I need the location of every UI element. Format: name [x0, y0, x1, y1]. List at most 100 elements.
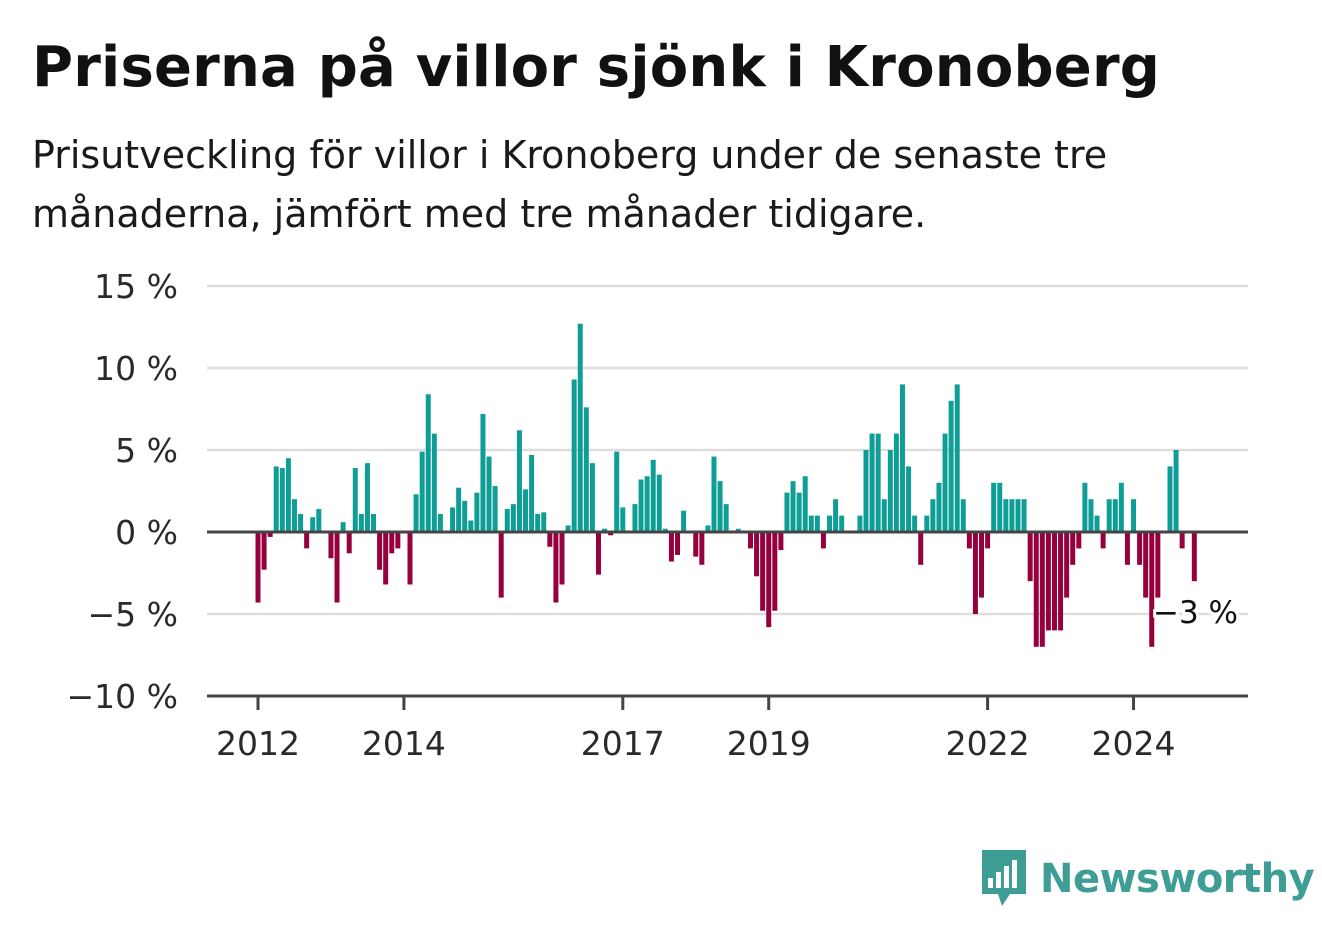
bar [1021, 499, 1027, 532]
bar [383, 532, 389, 585]
bar [1106, 499, 1112, 532]
bar [662, 528, 668, 532]
bar [1173, 450, 1179, 532]
bar [899, 384, 905, 532]
bar [1124, 532, 1130, 565]
bar [395, 532, 401, 549]
bar [364, 463, 370, 532]
bar [310, 517, 316, 532]
bar [656, 474, 662, 532]
bar [1112, 499, 1118, 532]
bar [1082, 482, 1088, 532]
brand-name: Newsworthy [1040, 856, 1315, 902]
bar [772, 532, 778, 611]
bar [535, 513, 541, 532]
bar [389, 532, 395, 554]
y-axis-tick-labels: −10 % −5 % 0 % 5 % 10 % 15 % [67, 267, 179, 716]
bars [255, 323, 1197, 647]
bar [316, 509, 322, 532]
bar [1100, 532, 1106, 549]
bar [1009, 499, 1015, 532]
bar [425, 394, 431, 532]
y-tick-label: 0 % [115, 513, 178, 552]
bar [924, 515, 930, 532]
bar [614, 451, 620, 532]
bar [997, 482, 1003, 532]
bar [1155, 532, 1161, 598]
bar [450, 507, 456, 532]
bar [571, 379, 577, 532]
bar [1149, 532, 1155, 647]
bar [717, 481, 723, 532]
bar [699, 532, 705, 565]
latest-value-label: −3 % [1153, 595, 1238, 631]
bar [705, 525, 711, 532]
bar [510, 504, 516, 532]
bar [668, 532, 674, 562]
grid-lines [207, 284, 1248, 616]
bar [979, 532, 985, 598]
bar [371, 513, 377, 532]
bar [595, 532, 601, 575]
annotations: −3 % [1150, 592, 1241, 634]
bar [547, 532, 553, 547]
x-tick-label: 2024 [1092, 724, 1176, 763]
bar [681, 510, 687, 532]
bar [456, 487, 462, 532]
bar [267, 532, 273, 537]
bar [881, 499, 887, 532]
bar [638, 479, 644, 532]
bar [1137, 532, 1143, 565]
bar [1143, 532, 1149, 598]
bar [820, 532, 826, 549]
bar [930, 499, 936, 532]
bar [291, 499, 297, 532]
bar [328, 532, 334, 559]
x-axis-tick-labels: 2012 2014 2017 2019 2022 2024 [216, 696, 1176, 763]
bar [839, 515, 845, 532]
bar [334, 532, 340, 603]
bar [1088, 499, 1094, 532]
bar [504, 509, 510, 532]
bar [972, 532, 978, 614]
bar [1039, 532, 1045, 647]
bar [583, 407, 589, 532]
bar [577, 323, 583, 532]
bar [1131, 499, 1137, 532]
bar [760, 532, 766, 611]
brand-logo: Newsworthy [980, 848, 1315, 910]
bar [608, 532, 614, 536]
bar [723, 504, 729, 532]
bar [650, 459, 656, 532]
bar [413, 494, 419, 532]
bar [1003, 499, 1009, 532]
bar [796, 492, 802, 532]
bar [261, 532, 267, 570]
bar [790, 481, 796, 532]
bar [279, 468, 285, 532]
bar [431, 433, 437, 532]
bar [948, 400, 954, 532]
bar [863, 450, 869, 532]
x-tick-label: 2012 [216, 724, 300, 763]
bar [632, 504, 638, 532]
bar [833, 499, 839, 532]
axes [207, 530, 1248, 698]
bar [1191, 532, 1197, 582]
bar-chart-speech-bubble-icon [982, 850, 1026, 906]
bar [1118, 482, 1124, 532]
bar [346, 532, 352, 554]
bar [407, 532, 413, 585]
bar [541, 512, 547, 532]
bar [486, 456, 492, 532]
x-tick-label: 2017 [581, 724, 665, 763]
bar [784, 492, 790, 532]
bar [565, 525, 571, 532]
chart-title: Priserna på villor sjönk i Kronoberg [32, 35, 1161, 100]
bar [693, 532, 699, 557]
bar [340, 522, 346, 532]
bar [377, 532, 383, 570]
bar [869, 433, 875, 532]
bar [747, 532, 753, 549]
bar [462, 500, 468, 532]
